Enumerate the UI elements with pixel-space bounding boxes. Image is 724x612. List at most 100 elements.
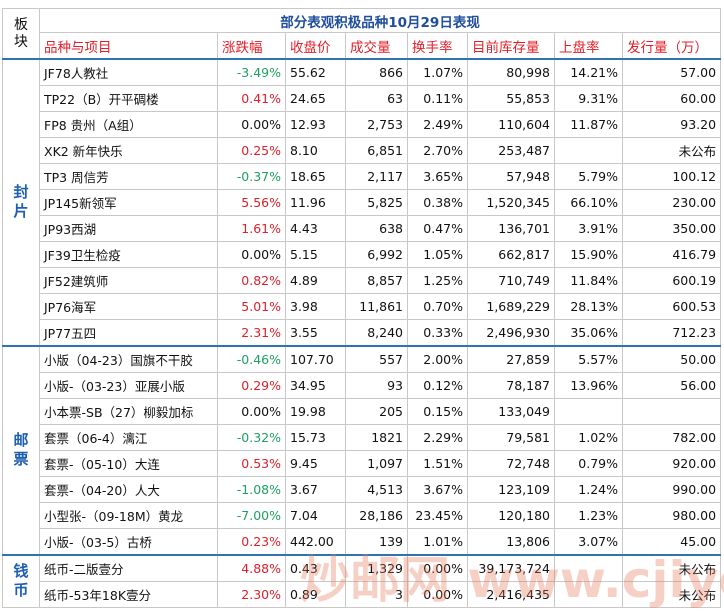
cell: 0.00% [217,111,286,138]
table-row: JF52建筑师 0.82% 4.89 8,857 1.25% 710,749 11.84% 6… [3,267,722,294]
table-row: 钱币 纸币-二版壹分 4.88% 0.43 1,329 0.00% 39,173,724 未公… [2,554,722,608]
cell: 未公布 [621,554,722,582]
cell: 0.70% [407,293,468,320]
cell: 123,109 [467,476,555,503]
cell: 120,180 [467,502,555,529]
cell: 3.65% [407,163,468,190]
item-name: JF52建筑师 [39,267,218,294]
item-name: FP8 贵州（A组） [39,111,218,138]
cell: 57.00 [621,58,722,86]
cell: 100.12 [621,163,722,190]
item-name: 小型张-（09-18M）黄龙 [39,502,218,529]
cell: 4.89 [285,267,346,294]
cell: 55,853 [467,85,555,112]
cell [554,398,623,425]
cell: 1.05% [407,241,468,268]
cell: 12.93 [285,111,346,138]
cell: 79,581 [467,424,555,451]
cell: 2.00% [407,345,468,373]
cell: 350.00 [621,215,722,242]
table-row: TP3 周信芳 -0.37% 18.65 2,117 3.65% 57,948 5.79% 1… [3,163,722,190]
cell: 80,998 [467,58,555,86]
cell: 5.56% [217,189,286,216]
cell: 0.29% [217,372,286,399]
cell: 34.95 [285,372,346,399]
stock-table: 板块 部分表观积极品种10月29日表现 品种与项目 涨跌幅 收盘价 成交量 换手率 目前库… [2,8,722,608]
cell: 1,097 [345,450,408,477]
cell: 28.13% [554,293,623,320]
cell: 14.21% [554,58,623,86]
item-name: 套票-（04-20）人大 [39,476,218,503]
cell: 920.00 [621,450,722,477]
cell: 0.82% [217,267,286,294]
cell: 1.24% [554,476,623,503]
cell: 139 [345,528,408,556]
cell: 5.15 [285,241,346,268]
cell: 1,329 [345,554,408,582]
cell: 0.00% [217,398,286,425]
cell: 45.00 [621,528,722,556]
cell: 35.06% [554,319,623,347]
cell: 27,859 [467,345,555,373]
table-row: JP76海军 5.01% 3.98 11,861 0.70% 1,689,229 28.13… [3,293,722,320]
item-name: 小版（04-23）国旗不干胶 [39,345,218,373]
cell: 0.47% [407,215,468,242]
cell: -0.37% [217,163,286,190]
cell: 8,240 [345,319,408,347]
cell: 133,049 [467,398,555,425]
title-row: 板块 部分表观积极品种10月29日表现 [2,8,722,60]
table-row: JF39卫生检疫 0.00% 5.15 6,992 1.05% 662,817 15.90%… [3,241,722,268]
cell: 66.10% [554,189,623,216]
cell: 5.79% [554,163,623,190]
cell: 4,513 [345,476,408,503]
cell: 0.41% [217,85,286,112]
item-name: 套票（06-4）漓江 [39,424,218,451]
cell: -7.00% [217,502,286,529]
cell: 18.65 [285,163,346,190]
cell [554,137,623,164]
cell: 8,857 [345,267,408,294]
cell: 1.01% [407,528,468,556]
cell: 990.00 [621,476,722,503]
cell: 3.67% [407,476,468,503]
item-name: JP93西湖 [39,215,218,242]
cell: 0.11% [407,85,468,112]
cell: 416.79 [621,241,722,268]
cell: 15.90% [554,241,623,268]
column-header: 上盘率 [554,32,623,60]
item-name: JF78人教社 [39,58,218,86]
cell: 2,496,930 [467,319,555,347]
cell: 1.25% [407,267,468,294]
table-row: 套票（06-4）漓江 -0.32% 15.73 1821 2.29% 79,581 1.02… [3,424,722,451]
cell: 63 [345,85,408,112]
cell: 2.49% [407,111,468,138]
cell: 11.87% [554,111,623,138]
cell: 5,825 [345,189,408,216]
cell: 710,749 [467,267,555,294]
cell: 4.43 [285,215,346,242]
cell [554,554,623,582]
cell: 8.10 [285,137,346,164]
cell: 57,948 [467,163,555,190]
cell: 0.33% [407,319,468,347]
cell: 0.12% [407,372,468,399]
item-name: JP145新领军 [39,189,218,216]
table-row: 小本票-SB（27）柳毅加标 0.00% 19.98 205 0.15% 133,049 [3,398,722,425]
cell: 110,604 [467,111,555,138]
cell: 712.23 [621,319,722,347]
cell: 未公布 [621,137,722,164]
cell: 782.00 [621,424,722,451]
cell: 230.00 [621,189,722,216]
item-name: 纸币-二版壹分 [39,554,218,582]
cell: 未公布 [621,581,722,608]
cell: 56.00 [621,372,722,399]
header-row: 品种与项目 涨跌幅 收盘价 成交量 换手率 目前库存量 上盘率 发行量（万） [3,32,722,60]
cell: 11,861 [345,293,408,320]
cell: 0.53% [217,450,286,477]
cell: 78,187 [467,372,555,399]
cell: 5.57% [554,345,623,373]
cell: 0.79% [554,450,623,477]
item-name: JP76海军 [39,293,218,320]
cell: 3.07% [554,528,623,556]
cell: 50.00 [621,345,722,373]
